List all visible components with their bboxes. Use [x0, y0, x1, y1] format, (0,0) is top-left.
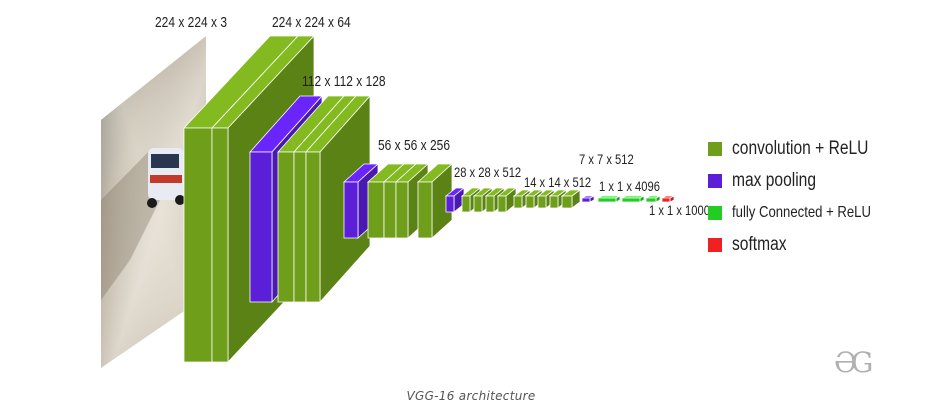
- fc2-front: [622, 198, 640, 202]
- conv3a-front: [368, 182, 384, 238]
- conv1a-front: [184, 128, 212, 362]
- legend-label-fc: fully Connected + ReLU: [732, 204, 871, 222]
- legend-label-pool: max pooling: [732, 170, 816, 192]
- conv4a-front: [462, 196, 470, 212]
- bright-green-cube-icon: [708, 206, 722, 220]
- conv4c-front: [486, 196, 494, 212]
- legend-item-softmax: softmax: [708, 229, 901, 261]
- rally-car: [147, 148, 185, 208]
- pool1-front: [250, 152, 272, 302]
- label-fc: 1 x 1 x 4096: [599, 179, 660, 194]
- legend-label-conv: convolution + ReLU: [732, 138, 868, 160]
- conv3c-front: [396, 182, 408, 238]
- conv2c-front: [306, 152, 320, 302]
- pool3-front: [446, 196, 454, 212]
- label-conv2: 112 x 112 x 128: [302, 73, 386, 90]
- label-conv1: 224 x 224 x 64: [272, 14, 351, 31]
- conv1b-front: [212, 128, 228, 362]
- network-layers: [184, 36, 674, 362]
- green-cube-icon: [708, 142, 722, 156]
- conv2b-front: [294, 152, 306, 302]
- gfg-logo: ƏG: [834, 346, 867, 379]
- conv5d-front: [550, 196, 558, 208]
- conv5a-front: [514, 196, 522, 208]
- figure-caption: VGG-16 architecture: [0, 389, 942, 403]
- label-conv4: 28 x 28 x 512: [454, 165, 521, 180]
- label-softmax: 1 x 1 x 1000: [649, 203, 710, 218]
- label-input: 224 x 224 x 3: [155, 14, 227, 31]
- label-pool5: 7 x 7 x 512: [579, 152, 634, 167]
- pool5-front: [582, 198, 590, 202]
- legend-item-fc: fully Connected + ReLU: [708, 197, 901, 229]
- pool2-front: [344, 182, 358, 238]
- fc3-front: [646, 198, 656, 202]
- legend: convolution + ReLU max pooling fully Con…: [708, 133, 901, 261]
- conv3d-front: [418, 182, 432, 238]
- conv3b-front: [384, 182, 396, 238]
- conv2a-front: [278, 152, 294, 302]
- softmax-front: [662, 198, 670, 202]
- conv5e-front: [562, 196, 572, 208]
- red-cube-icon: [708, 238, 722, 252]
- legend-item-conv: convolution + ReLU: [708, 133, 901, 165]
- purple-cube-icon: [708, 174, 722, 188]
- fc1-front: [598, 198, 616, 202]
- label-conv5: 14 x 14 x 512: [524, 175, 591, 190]
- conv5b-front: [526, 196, 534, 208]
- conv4d-front: [498, 196, 506, 212]
- conv5c-front: [538, 196, 546, 208]
- legend-item-pool: max pooling: [708, 165, 901, 197]
- conv4b-front: [474, 196, 482, 212]
- label-conv3: 56 x 56 x 256: [378, 137, 450, 154]
- legend-label-softmax: softmax: [732, 234, 787, 256]
